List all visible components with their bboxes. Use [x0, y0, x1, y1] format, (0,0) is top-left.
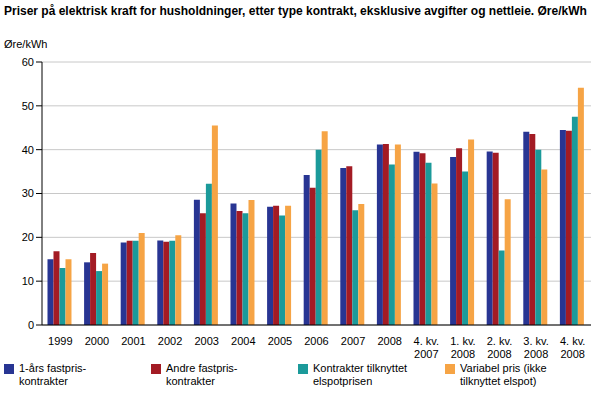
- svg-text:4. kv.2007: 4. kv.2007: [414, 335, 439, 359]
- html-text:Andre fastpris-kontrakter: Andre fastpris-kontrakter: [166, 362, 238, 387]
- svg-text:2001: 2001: [121, 335, 145, 347]
- svg-text:50: 50: [22, 100, 34, 112]
- html-text:Variabel pris (ikke tilknyttet: Variabel pris (ikke tilknyttet elspot): [460, 362, 547, 387]
- svg-text:60: 60: [22, 56, 34, 68]
- svg-text:4. kv.2008: 4. kv.2008: [560, 335, 585, 359]
- svg-text:2006: 2006: [304, 335, 328, 347]
- svg-text:2005: 2005: [268, 335, 292, 347]
- html-text:1-års fastpris-kontrakter: 1-års fastpris-kontrakter: [19, 362, 87, 387]
- svg-text:10: 10: [22, 275, 34, 287]
- svg-text:3. kv.2008: 3. kv.2008: [523, 335, 548, 359]
- svg-text:40: 40: [22, 144, 34, 156]
- svg-text:2007: 2007: [341, 335, 365, 347]
- svg-text:1999: 1999: [48, 335, 72, 347]
- svg-text:2002: 2002: [158, 335, 182, 347]
- svg-text:30: 30: [22, 187, 34, 199]
- svg-text:2000: 2000: [85, 335, 109, 347]
- html-text:Øre/kWh: Øre/kWh: [4, 38, 48, 50]
- svg-text:20: 20: [22, 231, 34, 243]
- svg-text:2003: 2003: [194, 335, 218, 347]
- svg-text:1. kv.2008: 1. kv.2008: [450, 335, 475, 359]
- svg-text:2. kv.2008: 2. kv.2008: [487, 335, 512, 359]
- svg-text:0: 0: [28, 319, 34, 331]
- html-text:Kontrakter tilknyttet elspotpr: Kontrakter tilknyttet elspotprisen: [313, 362, 408, 387]
- svg-text:2008: 2008: [377, 335, 401, 347]
- html-text:Priser på elektrisk kraft for: Priser på elektrisk kraft for husholdnin…: [4, 4, 587, 18]
- svg-text:2004: 2004: [231, 335, 255, 347]
